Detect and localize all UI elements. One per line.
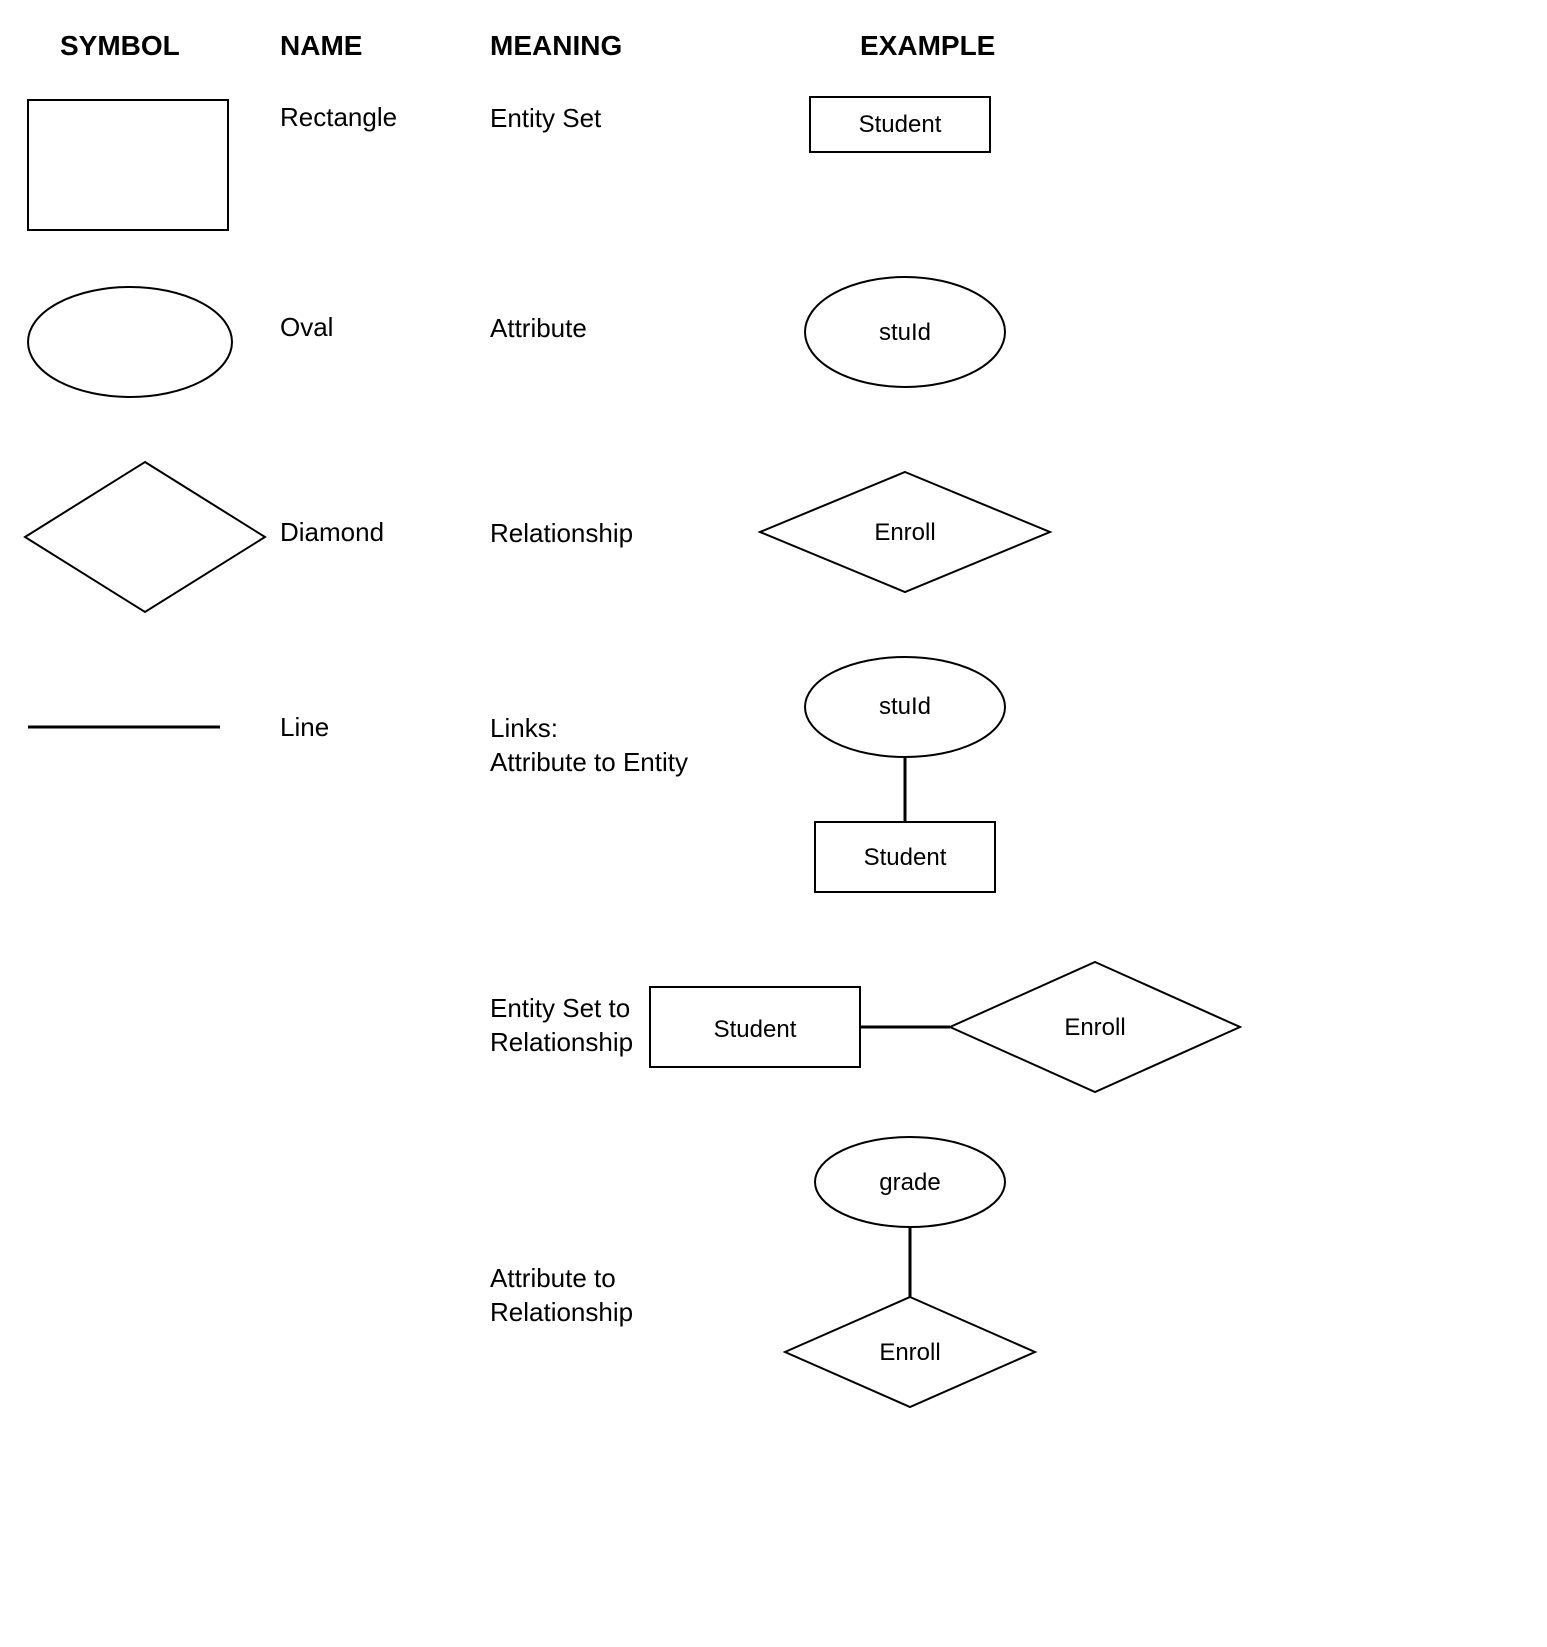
header-symbol: SYMBOL (20, 30, 280, 82)
example-entity-rel: Student Enroll (640, 912, 1527, 1122)
rectangle-example-label: Student (859, 111, 942, 138)
name-rectangle: Rectangle (280, 82, 490, 252)
rectangle-icon (20, 92, 240, 252)
symbol-line (20, 632, 280, 912)
meaning-line: Links: Attribute to Entity (490, 632, 750, 912)
attr-rel-top: grade (879, 1169, 940, 1196)
oval-example-label: stuId (879, 319, 931, 346)
symbol-diamond (20, 422, 280, 632)
meaning-rectangle: Entity Set (490, 82, 750, 252)
symbol-attr-rel-empty (20, 1122, 280, 1422)
symbol-oval (20, 252, 280, 422)
header-example: EXAMPLE (750, 30, 1527, 82)
name-oval: Oval (280, 252, 490, 422)
name-entity-rel-empty (280, 912, 490, 1122)
symbol-rectangle (20, 82, 280, 252)
example-oval: stuId (750, 252, 1527, 422)
line-icon (20, 712, 240, 752)
example-rectangle: Student (750, 82, 1527, 252)
line-example-bottom: Student (864, 844, 947, 871)
example-line: stuId Student (750, 632, 1527, 912)
entity-rel-right: Enroll (1064, 1014, 1125, 1041)
header-meaning: MEANING (490, 30, 750, 82)
header-name: NAME (280, 30, 490, 82)
line-example-top: stuId (879, 693, 931, 720)
symbol-entity-rel-empty (20, 912, 280, 1122)
diamond-example-label: Enroll (874, 519, 935, 546)
name-attr-rel-empty (280, 1122, 490, 1422)
oval-icon (20, 282, 240, 422)
name-diamond: Diamond (280, 422, 490, 632)
example-diamond: Enroll (750, 422, 1527, 632)
entity-rel-left: Student (714, 1016, 797, 1043)
meaning-attr-rel: Attribute to Relationship (490, 1122, 750, 1422)
diamond-icon (20, 452, 280, 632)
example-attr-rel: grade Enroll (750, 1122, 1527, 1422)
meaning-diamond: Relationship (490, 422, 750, 632)
name-line: Line (280, 632, 490, 912)
er-symbols-table: SYMBOL NAME MEANING EXAMPLE Rectangle En… (20, 30, 1527, 1422)
attr-rel-bottom: Enroll (879, 1339, 940, 1366)
meaning-oval: Attribute (490, 252, 750, 422)
